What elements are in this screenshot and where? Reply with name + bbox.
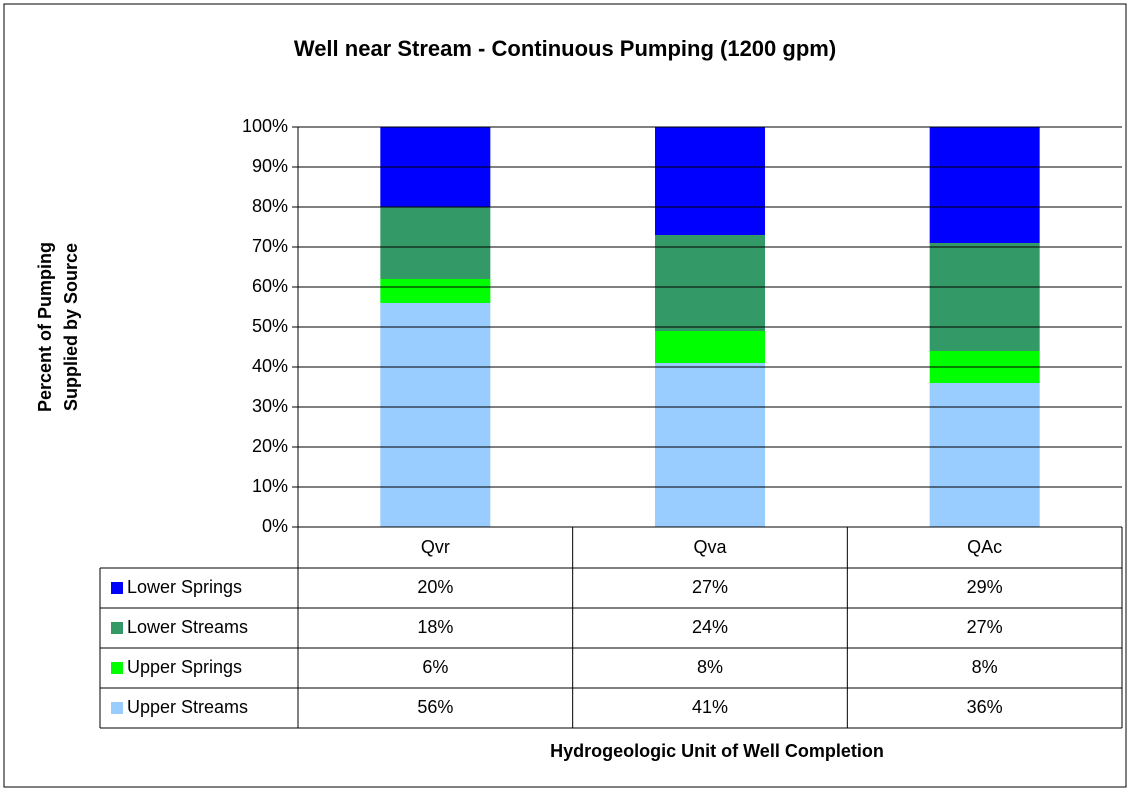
- y-axis-label: Supplied by Source: [61, 243, 81, 411]
- bar-segment: [655, 235, 765, 331]
- y-tick-label: 30%: [252, 396, 288, 416]
- data-label: 6%: [422, 657, 448, 677]
- bar-segment: [655, 363, 765, 527]
- data-label: 20%: [417, 577, 453, 597]
- legend-swatch: [111, 702, 123, 714]
- data-label: 27%: [692, 577, 728, 597]
- legend-swatch: [111, 582, 123, 594]
- bar-segment: [380, 303, 491, 527]
- y-tick-label: 0%: [262, 516, 288, 536]
- y-tick-label: 20%: [252, 436, 288, 456]
- data-label: 29%: [967, 577, 1003, 597]
- y-tick-label: 60%: [252, 276, 288, 296]
- x-tick-label: QAc: [967, 537, 1002, 557]
- legend-label: Lower Streams: [127, 617, 248, 637]
- bar-segment: [380, 279, 491, 303]
- legend-swatch: [111, 622, 123, 634]
- legend-label: Upper Springs: [127, 657, 242, 677]
- data-label: 36%: [967, 697, 1003, 717]
- y-tick-label: 90%: [252, 156, 288, 176]
- bar-segment: [929, 243, 1040, 351]
- x-tick-label: Qva: [693, 537, 727, 557]
- chart-title: Well near Stream - Continuous Pumping (1…: [294, 36, 836, 61]
- y-tick-label: 10%: [252, 476, 288, 496]
- data-label: 41%: [692, 697, 728, 717]
- y-tick-label: 70%: [252, 236, 288, 256]
- legend-label: Lower Springs: [127, 577, 242, 597]
- y-tick-label: 100%: [242, 116, 288, 136]
- data-label: 8%: [697, 657, 723, 677]
- y-tick-label: 40%: [252, 356, 288, 376]
- data-label: 56%: [417, 697, 453, 717]
- legend-label: Upper Streams: [127, 697, 248, 717]
- legend-swatch: [111, 662, 123, 674]
- y-axis-label: Percent of Pumping: [35, 242, 55, 412]
- y-tick-label: 80%: [252, 196, 288, 216]
- bar-segment: [655, 127, 765, 235]
- x-axis-label: Hydrogeologic Unit of Well Completion: [550, 741, 884, 761]
- bar-segment: [380, 207, 491, 279]
- data-label: 18%: [417, 617, 453, 637]
- bar-segment: [655, 331, 765, 363]
- data-label: 8%: [972, 657, 998, 677]
- data-label: 27%: [967, 617, 1003, 637]
- y-tick-label: 50%: [252, 316, 288, 336]
- bar-segment: [929, 383, 1040, 527]
- bar-segment: [929, 127, 1040, 243]
- data-label: 24%: [692, 617, 728, 637]
- x-tick-label: Qvr: [421, 537, 450, 557]
